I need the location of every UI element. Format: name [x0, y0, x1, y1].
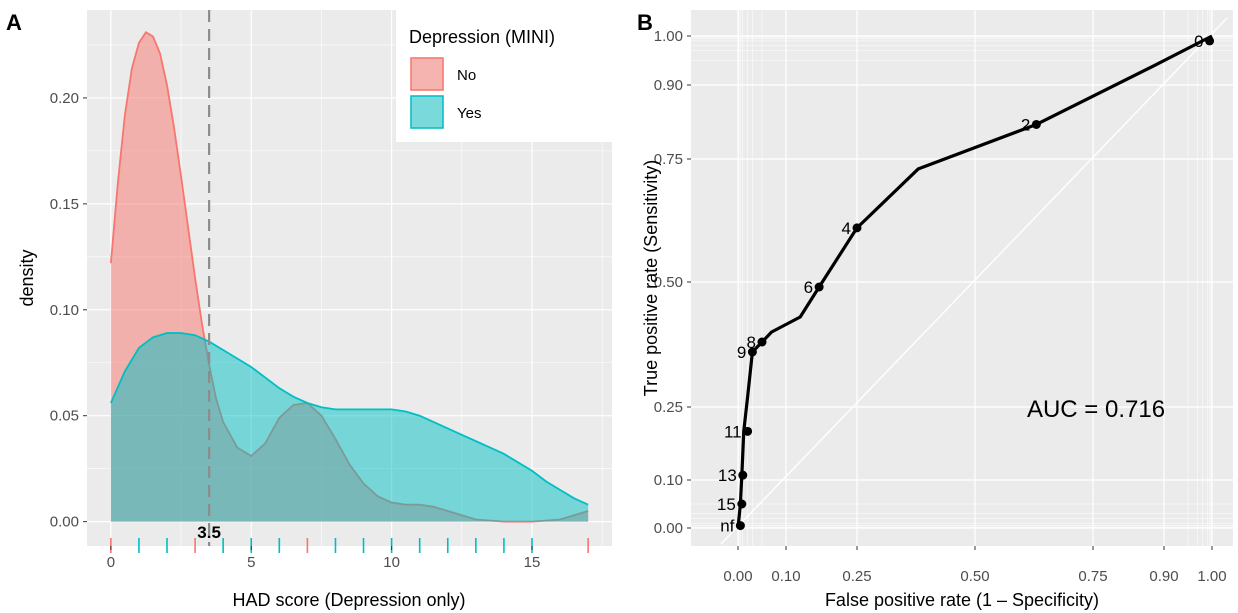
roc-point-label: 0	[1194, 32, 1203, 51]
panel-a-tag: A	[6, 10, 22, 35]
reference-diagonal	[720, 17, 1228, 545]
y-tick-label: 0.00	[50, 514, 79, 531]
roc-point-label: 15	[717, 495, 736, 514]
panel-a-cutoff: 3.5	[197, 10, 221, 546]
roc-point-label: 9	[737, 343, 746, 362]
panel-a-x-axis-title: HAD score (Depression only)	[232, 590, 465, 610]
panel-b: 0 2 4 6 89 11 13 15 nf 0.00 0.10 0.25 0.50 0.75 0.90 1…	[637, 10, 1233, 610]
x-tick-label: 0.90	[1149, 568, 1178, 585]
panel-a-rug	[110, 538, 589, 553]
legend-label-no: No	[457, 67, 476, 84]
x-tick-label: 0.00	[723, 568, 752, 585]
roc-point-label: 2	[1021, 115, 1030, 134]
roc-point	[757, 337, 767, 347]
panel-b-tag: B	[637, 10, 653, 35]
panel-b-background	[691, 10, 1233, 546]
roc-point-label: 8	[747, 333, 756, 352]
x-tick-label: 1.00	[1197, 568, 1226, 585]
legend-key-yes	[410, 95, 444, 129]
roc-point-label: 6	[804, 278, 813, 297]
x-tick-label: 0.25	[842, 568, 871, 585]
roc-point	[743, 426, 753, 436]
panel-a-ticks: 0 5 10 15 0.00 0.05 0.10 0.15 0.20	[50, 90, 541, 571]
legend: Depression (MINI) No Yes	[396, 10, 612, 142]
panel-a: 3.5 0 5 10 15 0.00 0.05 0.10 0.15 0.20 A HAD sco…	[6, 10, 612, 610]
panel-b-roc: 0 2 4 6 89 11 13 15 nf	[717, 17, 1228, 545]
legend-label-yes: Yes	[457, 105, 481, 122]
x-tick-label: 10	[383, 554, 400, 571]
x-tick-label: 0.50	[960, 568, 989, 585]
y-tick-label: 0.05	[50, 408, 79, 425]
y-tick-label: 0.10	[50, 302, 79, 319]
density-area-yes	[110, 333, 589, 522]
roc-point-label: 13	[718, 466, 737, 485]
x-tick-label: 0.10	[771, 568, 800, 585]
y-tick-label: 0.10	[654, 472, 683, 489]
y-tick-label: 0.00	[654, 520, 683, 537]
roc-point	[738, 470, 748, 480]
y-tick-label: 0.50	[654, 274, 683, 291]
y-tick-label: 0.75	[654, 151, 683, 168]
cutoff-label: 3.5	[197, 523, 221, 542]
roc-point-label: 4	[842, 219, 851, 238]
roc-point	[735, 521, 745, 531]
panel-b-x-axis-title: False positive rate (1 – Specificity)	[825, 590, 1099, 610]
y-tick-label: 0.15	[50, 196, 79, 213]
roc-point	[1031, 119, 1041, 129]
roc-point-label: 11	[724, 422, 742, 441]
auc-annotation: AUC = 0.716	[1027, 396, 1165, 423]
y-tick-label: 0.90	[654, 77, 683, 94]
y-tick-label: 0.20	[50, 90, 79, 107]
x-tick-label: 0.75	[1078, 568, 1107, 585]
y-tick-label: 1.00	[654, 28, 683, 45]
roc-point	[814, 282, 824, 292]
panel-b-ticks: 0.00 0.10 0.25 0.50 0.75 0.90 1.00 0.00 0.10 0.25…	[654, 28, 1227, 585]
x-tick-label: 5	[247, 554, 255, 571]
roc-point	[1205, 36, 1215, 46]
legend-title: Depression (MINI)	[409, 27, 555, 47]
y-tick-label: 0.25	[654, 399, 683, 416]
roc-point	[737, 499, 747, 509]
roc-point	[852, 223, 862, 233]
legend-key-no	[410, 57, 444, 91]
roc-point-label: nf	[720, 517, 734, 536]
panel-b-y-axis-title: True positive rate (Sensitivity)	[641, 160, 661, 396]
density-line-yes	[110, 332, 589, 506]
roc-curve	[736, 34, 1213, 529]
panel-a-y-axis-title: density	[17, 249, 37, 306]
panel-a-density-areas	[109, 31, 589, 523]
x-tick-label: 0	[107, 554, 115, 571]
x-tick-label: 15	[524, 554, 541, 571]
roc-point	[747, 347, 757, 357]
